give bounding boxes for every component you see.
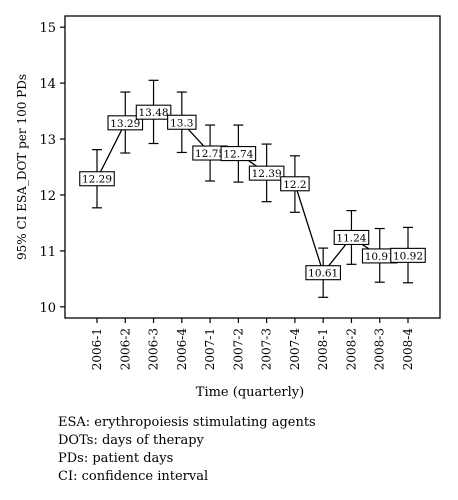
x-tick-label-4: 2007-1 <box>203 328 217 370</box>
plot-frame <box>64 15 441 319</box>
data-label-8: 10.61 <box>308 268 338 280</box>
data-point-box-11 <box>390 247 426 263</box>
y-axis: 10 11 12 13 14 15 <box>39 21 65 316</box>
y-tick-label-1: 11 <box>39 245 56 260</box>
data-label-11: 10.92 <box>393 250 423 262</box>
data-label-2: 13.48 <box>139 107 169 119</box>
x-axis-title: Time (quarterly) <box>196 385 304 400</box>
x-tick-label-3: 2006-4 <box>175 328 189 371</box>
footnote-ci: CI: confidence interval <box>58 469 209 484</box>
y-tick-label-4: 14 <box>39 77 56 92</box>
x-axis: 2006-1 2006-2 2006-3 2006-4 2007-1 2007-2 2007… <box>90 318 415 370</box>
x-tick-label-9: 2008-2 <box>344 328 358 370</box>
y-axis-title: 95% CI ESA_DOT per 100 PDs <box>15 74 29 260</box>
data-point-box-9 <box>333 229 370 246</box>
data-label-6: 12.39 <box>252 168 282 180</box>
data-point-box-6 <box>248 165 285 181</box>
x-tick-label-10: 2008-3 <box>373 328 387 370</box>
data-label-10: 10.91 <box>365 251 395 263</box>
data-point-box-7 <box>280 176 310 192</box>
data-label-3: 13.3 <box>170 117 193 129</box>
footnote-esa: ESA: erythropoiesis stimulating agents <box>58 415 316 430</box>
x-tick-label-7: 2007-4 <box>288 328 302 371</box>
data-label-5: 12.74 <box>223 149 253 161</box>
x-tick-label-2: 2006-3 <box>147 328 161 370</box>
footnote-pds: PDs: patient days <box>58 451 174 466</box>
y-tick-label-0: 10 <box>39 301 56 316</box>
data-point-box-2 <box>135 104 172 120</box>
footnotes: ESA: erythropoiesis stimulating agents D… <box>58 414 316 486</box>
footnote-dots: DOTs: days of therapy <box>58 433 204 448</box>
y-tick-label-5: 15 <box>39 21 56 36</box>
y-tick-label-2: 12 <box>39 189 56 204</box>
y-tick-label-3: 13 <box>39 133 56 148</box>
x-tick-label-6: 2007-3 <box>260 328 274 370</box>
x-tick-label-5: 2007-2 <box>231 328 245 370</box>
data-point-box-3 <box>167 114 197 130</box>
data-label-9: 11.24 <box>336 232 366 244</box>
data-label-4: 12.75 <box>195 148 225 160</box>
series-line <box>96 111 409 275</box>
data-point-box-1 <box>107 115 144 131</box>
data-label-7: 12.2 <box>283 179 306 191</box>
x-tick-label-8: 2008-1 <box>316 328 330 370</box>
data-point-box-5 <box>220 146 257 162</box>
data-label-0: 12.29 <box>82 174 112 186</box>
x-tick-label-11: 2008-4 <box>401 328 415 371</box>
data-point-box-0 <box>79 171 115 187</box>
x-tick-label-1: 2006-2 <box>118 328 132 370</box>
data-label-1: 13.29 <box>110 118 140 130</box>
data-point-box-8 <box>305 265 341 281</box>
x-tick-label-0: 2006-1 <box>90 328 104 370</box>
